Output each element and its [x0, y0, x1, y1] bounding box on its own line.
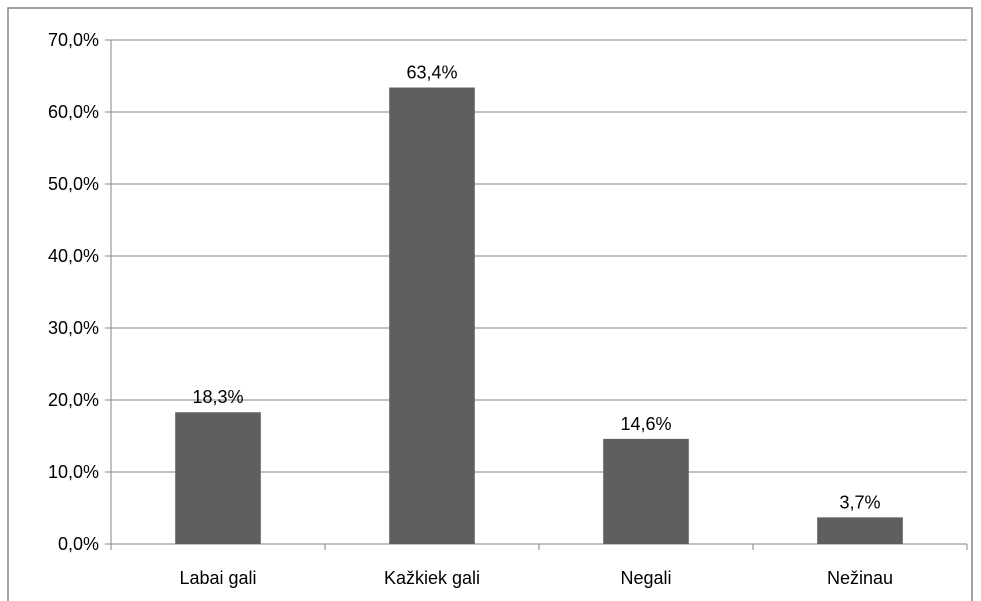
category-label: Negali [620, 568, 671, 588]
y-tick-label: 50,0% [48, 174, 99, 194]
category-label: Kažkiek gali [384, 568, 480, 588]
y-axis: 0,0% 10,0% 20,0% 30,0% 40,0% 50,0% 60,0% 70,0% [48, 30, 112, 554]
bar [603, 438, 689, 544]
y-tick-label: 60,0% [48, 102, 99, 122]
category-label: Labai gali [179, 568, 256, 588]
category-labels: Labai gali Kažkiek gali Negali Nežinau [179, 568, 893, 588]
data-labels: 18,3% 63,4% 14,6% 3,7% [192, 63, 880, 513]
y-tick-label: 30,0% [48, 318, 99, 338]
data-label: 14,6% [620, 414, 671, 434]
bars [175, 87, 903, 545]
bar [389, 87, 475, 545]
bar [817, 517, 903, 544]
gridlines [111, 39, 967, 473]
y-tick-label: 70,0% [48, 30, 99, 50]
bar [175, 412, 261, 544]
chart-border [7, 7, 973, 601]
y-tick-label: 40,0% [48, 246, 99, 266]
data-label: 63,4% [406, 63, 457, 83]
data-label: 3,7% [839, 492, 880, 512]
y-tick-label: 20,0% [48, 390, 99, 410]
data-label: 18,3% [192, 387, 243, 407]
category-label: Nežinau [827, 568, 893, 588]
y-tick-label: 10,0% [48, 462, 99, 482]
y-tick-label: 0,0% [58, 534, 99, 554]
